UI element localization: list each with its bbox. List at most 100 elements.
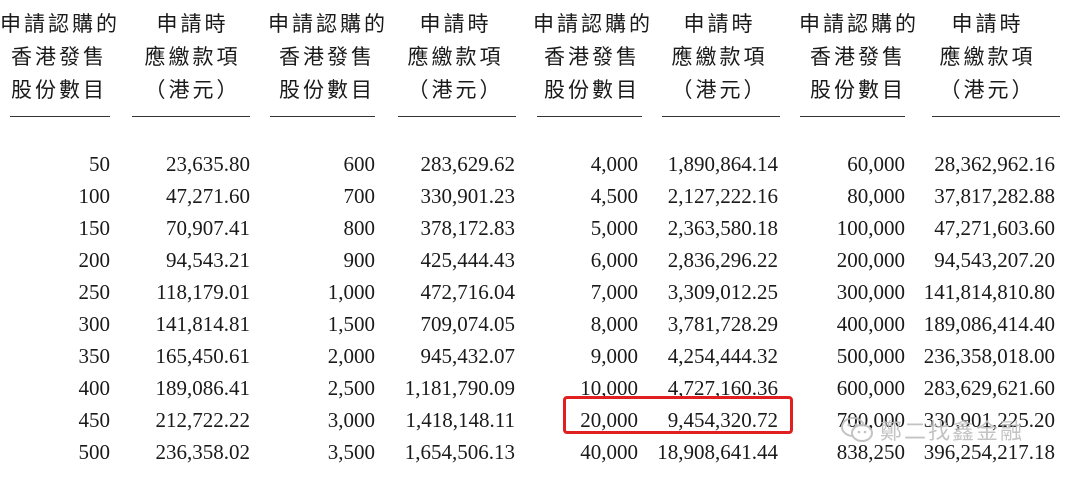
cell-shares-1: 250 (78, 280, 111, 304)
header-divider (132, 116, 250, 117)
cell-amount-2: 283,629.62 (420, 152, 516, 176)
header-line: （港元） (939, 78, 1036, 102)
cell-amount-3: 2,363,580.18 (667, 216, 778, 240)
cell-amount-2: 709,074.05 (420, 312, 516, 336)
cell-amount-2: 425,444.43 (420, 248, 516, 272)
cell-shares-4: 200,000 (836, 248, 905, 272)
header-divider (270, 116, 375, 117)
cell-shares-1: 400 (78, 376, 111, 400)
header-line: 香港發售 (544, 45, 640, 69)
header-line: 申請認購的 (268, 12, 388, 36)
watermark-text: 鄭二找鑫金融 (880, 420, 1025, 445)
header-amount-4: 申請時 應繳款項 （港元） (930, 8, 1045, 107)
cell-shares-4: 600,000 (836, 376, 905, 400)
cell-shares-3: 4,500 (590, 184, 638, 208)
header-shares-4: 申請認購的 香港發售 股份數目 (799, 8, 917, 107)
cell-amount-1: 70,907.41 (166, 216, 250, 240)
header-line: （港元） (407, 78, 504, 102)
header-line: 應繳款項 (939, 45, 1036, 69)
cell-shares-1: 350 (78, 344, 111, 368)
cell-amount-2: 378,172.83 (420, 216, 516, 240)
cell-amount-1: 189,086.41 (155, 376, 251, 400)
table-row: 250 118,179.01 1,000 472,716.04 7,000 3,309,0… (0, 278, 1080, 310)
cell-amount-3: 1,890,864.14 (667, 152, 778, 176)
cell-shares-2: 1,000 (327, 280, 375, 304)
cell-amount-4: 236,358,018.00 (923, 344, 1055, 368)
table-row: 150 70,907.41 800 378,172.83 5,000 2,363,580.… (0, 214, 1080, 246)
header-line: 申請認購的 (0, 12, 120, 36)
cell-amount-1: 118,179.01 (156, 280, 250, 304)
cell-amount-4: 189,086,414.40 (923, 312, 1055, 336)
cell-amount-1: 141,814.81 (155, 312, 251, 336)
cell-amount-4: 37,817,282.88 (934, 184, 1055, 208)
cell-amount-3: 3,781,728.29 (667, 312, 778, 336)
cell-shares-2: 2,500 (327, 376, 375, 400)
cell-amount-4: 47,271,603.60 (934, 216, 1055, 240)
cell-shares-1: 150 (78, 216, 111, 240)
cell-shares-2: 3,500 (327, 440, 375, 464)
header-divider (932, 116, 1060, 117)
header-line: 股份數目 (11, 78, 107, 102)
cell-shares-4: 300,000 (836, 280, 905, 304)
header-line: 申請認購的 (533, 12, 653, 36)
header-line: 申請時 (419, 12, 492, 36)
cell-amount-2: 1,418,148.11 (405, 408, 515, 432)
header-line: 申請時 (156, 12, 229, 36)
cell-amount-4: 28,362,962.16 (934, 152, 1055, 176)
cell-amount-1: 212,722.22 (155, 408, 251, 432)
header-line: 應繳款項 (407, 45, 504, 69)
cell-shares-4: 838,250 (836, 440, 905, 464)
table-header: 申請認購的 香港發售 股份數目 申請時 應繳款項 （港元） 申請認購的 香港發售… (0, 8, 1080, 118)
table-row: 500 236,358.02 3,500 1,654,506.13 40,000 18,9… (0, 438, 1080, 470)
header-line: 應繳款項 (671, 45, 768, 69)
cell-shares-3: 5,000 (590, 216, 638, 240)
cell-shares-4: 100,000 (836, 216, 905, 240)
header-line: 股份數目 (810, 78, 906, 102)
cell-amount-2: 1,654,506.13 (404, 440, 515, 464)
cell-shares-1: 100 (78, 184, 111, 208)
cell-shares-3: 4,000 (590, 152, 638, 176)
cell-shares-4: 400,000 (836, 312, 905, 336)
cell-amount-3: 3,309,012.25 (667, 280, 778, 304)
header-divider (537, 116, 642, 117)
cell-shares-1: 300 (78, 312, 111, 336)
cell-amount-3: 18,908,641.44 (657, 440, 778, 464)
cell-amount-4: 283,629,621.60 (923, 376, 1055, 400)
cell-shares-2: 2,000 (327, 344, 375, 368)
header-line: （港元） (144, 78, 241, 102)
header-line: 申請時 (951, 12, 1024, 36)
cell-shares-1: 450 (78, 408, 111, 432)
table-row: 200 94,543.21 900 425,444.43 6,000 2,836,296.… (0, 246, 1080, 278)
wechat-icon (841, 417, 873, 442)
header-line: 股份數目 (544, 78, 640, 102)
header-shares-1: 申請認購的 香港發售 股份數目 (0, 8, 118, 107)
header-divider (662, 116, 780, 117)
table-row: 100 47,271.60 700 330,901.23 4,500 2,127,222.… (0, 182, 1080, 214)
cell-amount-2: 945,432.07 (420, 344, 516, 368)
table-body: 50 23,635.80 600 283,629.62 4,000 1,890,864.1… (0, 150, 1080, 470)
cell-amount-2: 472,716.04 (420, 280, 516, 304)
cell-amount-1: 94,543.21 (166, 248, 250, 272)
cell-shares-3: 20,000 (580, 408, 638, 432)
cell-shares-2: 700 (343, 184, 376, 208)
cell-shares-4: 500,000 (836, 344, 905, 368)
table-row: 400 189,086.41 2,500 1,181,790.09 10,000 4,72… (0, 374, 1080, 406)
header-amount-3: 申請時 應繳款項 （港元） (662, 8, 777, 107)
cell-shares-4: 60,000 (847, 152, 905, 176)
cell-amount-4: 94,543,207.20 (934, 248, 1055, 272)
header-line: 香港發售 (11, 45, 107, 69)
header-divider (10, 116, 110, 117)
header-line: （港元） (671, 78, 768, 102)
header-line: 應繳款項 (144, 45, 241, 69)
header-divider (800, 116, 905, 117)
cell-shares-1: 50 (89, 152, 110, 176)
cell-amount-1: 165,450.61 (155, 344, 251, 368)
cell-amount-4: 330,901,225.20 (923, 408, 1055, 432)
cell-amount-4: 396,254,217.18 (923, 440, 1055, 464)
table-row: 300 141,814.81 1,500 709,074.05 8,000 3,781,7… (0, 310, 1080, 342)
cell-shares-3: 8,000 (590, 312, 638, 336)
header-amount-1: 申請時 應繳款項 （港元） (135, 8, 250, 107)
cell-shares-3: 7,000 (590, 280, 638, 304)
header-line: 香港發售 (279, 45, 375, 69)
header-line: 申請時 (683, 12, 756, 36)
